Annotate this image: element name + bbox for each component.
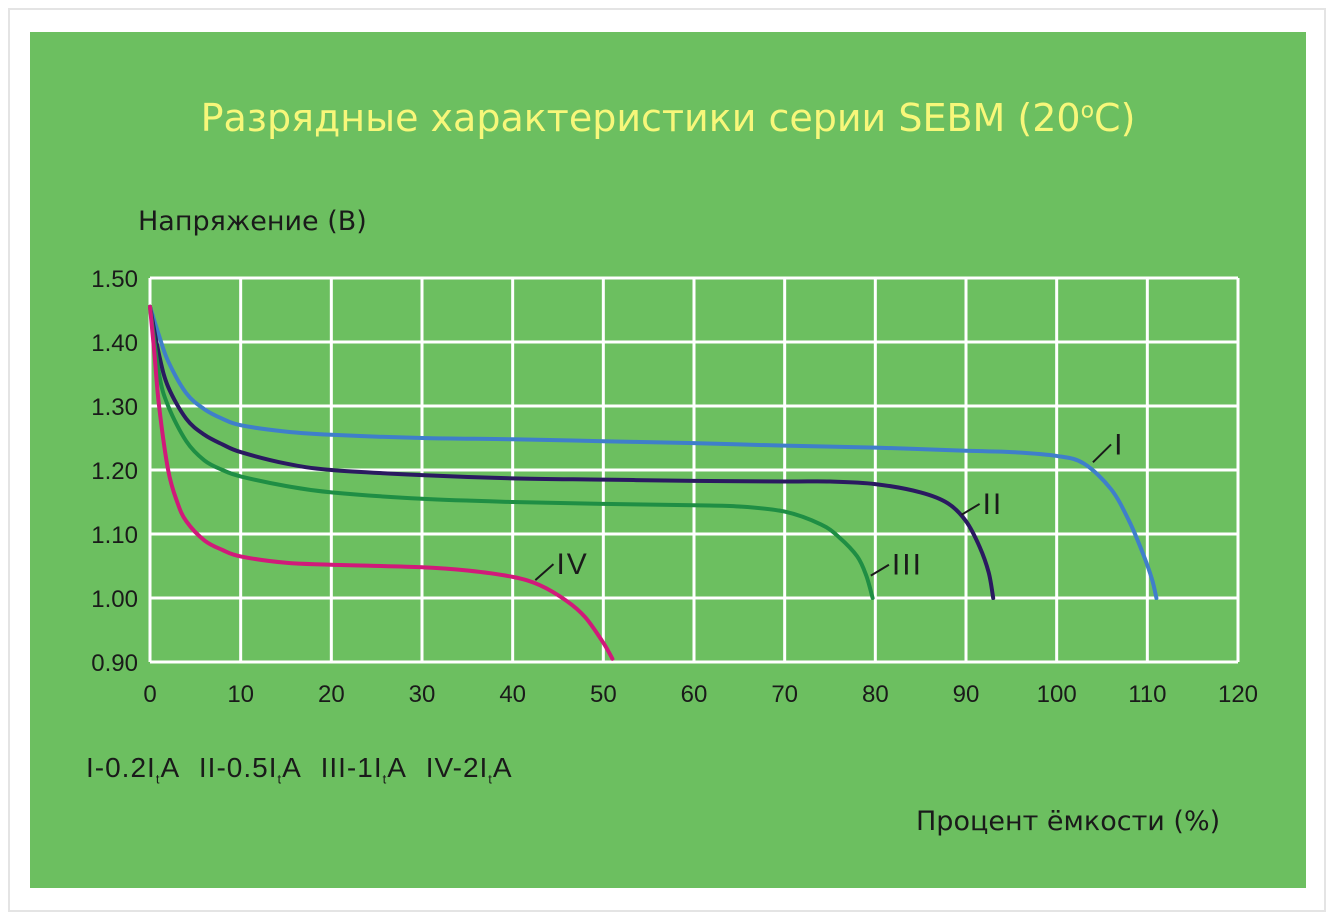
- y-tick-label: 1.30: [91, 394, 138, 421]
- y-tick-label: 1.20: [91, 458, 138, 485]
- outer-frame: [8, 8, 1326, 912]
- y-tick-label: 1.40: [91, 330, 138, 357]
- curve-label-iii: III: [892, 549, 923, 582]
- y-axis-label: Напряжение (В): [138, 206, 367, 237]
- legend-item-iv: IV-2ItA: [425, 752, 513, 787]
- x-tick-label: 0: [143, 681, 156, 708]
- chart-title: Разрядные характеристики серии SEBM (20o…: [200, 96, 1136, 140]
- x-tick-label: 100: [1037, 681, 1077, 708]
- series-line-iv: [148, 304, 615, 661]
- x-tick-label: 20: [318, 681, 345, 708]
- x-tick-label: 10: [227, 681, 254, 708]
- x-tick-label: 80: [862, 681, 889, 708]
- x-tick-label: 110: [1128, 681, 1166, 708]
- curve-label-leader: [960, 503, 981, 516]
- curve-label-leader: [534, 563, 555, 581]
- series-line-ii: [148, 304, 996, 600]
- curve-label-i: I: [1114, 428, 1124, 461]
- legend-item-i: I-0.2ItA: [86, 752, 181, 787]
- curve-label-leader: [1092, 443, 1112, 464]
- x-tick-label: 70: [771, 681, 798, 708]
- legend-item-ii: II-0.5ItA: [198, 752, 302, 787]
- curve-label-iv: IV: [556, 548, 588, 581]
- legend: I-0.2ItA II-0.5ItA III-1ItA IV-2ItA: [86, 752, 523, 787]
- y-tick-label: 1.10: [91, 522, 138, 549]
- series-line-i: [148, 304, 1159, 600]
- legend-item-iii: III-1ItA: [320, 752, 407, 787]
- x-tick-label: 40: [499, 681, 526, 708]
- x-axis-label: Процент ёмкости (%): [916, 806, 1221, 837]
- x-tick-label: 30: [409, 681, 436, 708]
- x-tick-label: 60: [681, 681, 708, 708]
- y-tick-label: 1.50: [91, 266, 138, 293]
- y-tick-label: 0.90: [91, 650, 138, 677]
- chart-panel: [30, 32, 1306, 888]
- curve-label-ii: II: [983, 488, 1004, 521]
- series-line-iii: [148, 304, 875, 600]
- curve-label-leader: [870, 563, 890, 577]
- x-tick-label: 50: [590, 681, 617, 708]
- x-tick-label: 120: [1218, 681, 1258, 708]
- y-tick-label: 1.00: [91, 586, 138, 613]
- x-tick-label: 90: [953, 681, 980, 708]
